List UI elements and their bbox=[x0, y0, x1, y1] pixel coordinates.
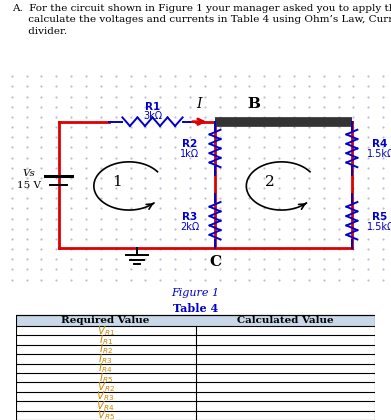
Text: $I_{R5}$: $I_{R5}$ bbox=[99, 371, 113, 385]
Text: Required Value: Required Value bbox=[61, 316, 150, 325]
Text: R2: R2 bbox=[182, 139, 197, 150]
Text: $I_{R3}$: $I_{R3}$ bbox=[99, 352, 113, 366]
Text: B: B bbox=[248, 97, 261, 111]
Text: 1.5kΩ: 1.5kΩ bbox=[367, 222, 391, 232]
Text: A.  For the circuit shown in Figure 1 your manager asked you to apply the circui: A. For the circuit shown in Figure 1 you… bbox=[12, 4, 391, 36]
Text: $I_{R1}$: $I_{R1}$ bbox=[99, 333, 113, 347]
Text: $V_{R1}$: $V_{R1}$ bbox=[97, 324, 115, 338]
Text: $I_{R4}$: $I_{R4}$ bbox=[99, 362, 113, 375]
Bar bbox=[16, 315, 375, 326]
Text: 2kΩ: 2kΩ bbox=[180, 222, 199, 232]
Text: 1kΩ: 1kΩ bbox=[180, 150, 199, 159]
Text: Table 4: Table 4 bbox=[173, 303, 218, 314]
Text: 1.5kΩ: 1.5kΩ bbox=[367, 150, 391, 159]
Text: Vs: Vs bbox=[23, 169, 36, 178]
Text: $V_{R4}$: $V_{R4}$ bbox=[97, 399, 115, 413]
Text: 1: 1 bbox=[113, 175, 122, 189]
Text: 2: 2 bbox=[265, 175, 274, 189]
Text: C: C bbox=[209, 255, 221, 269]
Text: R4: R4 bbox=[371, 139, 387, 150]
Text: 3kΩ: 3kΩ bbox=[143, 111, 162, 121]
Text: $V_{R3}$: $V_{R3}$ bbox=[97, 390, 115, 403]
Text: Figure 1: Figure 1 bbox=[171, 288, 220, 298]
Text: Calculated Value: Calculated Value bbox=[237, 316, 334, 325]
Text: R1: R1 bbox=[145, 102, 160, 112]
Text: $V_{R5}$: $V_{R5}$ bbox=[97, 408, 115, 420]
Text: R5: R5 bbox=[371, 212, 387, 222]
Text: R3: R3 bbox=[182, 212, 197, 222]
Text: $V_{R2}$: $V_{R2}$ bbox=[97, 380, 115, 394]
Text: I: I bbox=[197, 97, 202, 111]
Text: 15 V: 15 V bbox=[17, 181, 41, 190]
Text: $I_{R2}$: $I_{R2}$ bbox=[99, 343, 113, 357]
